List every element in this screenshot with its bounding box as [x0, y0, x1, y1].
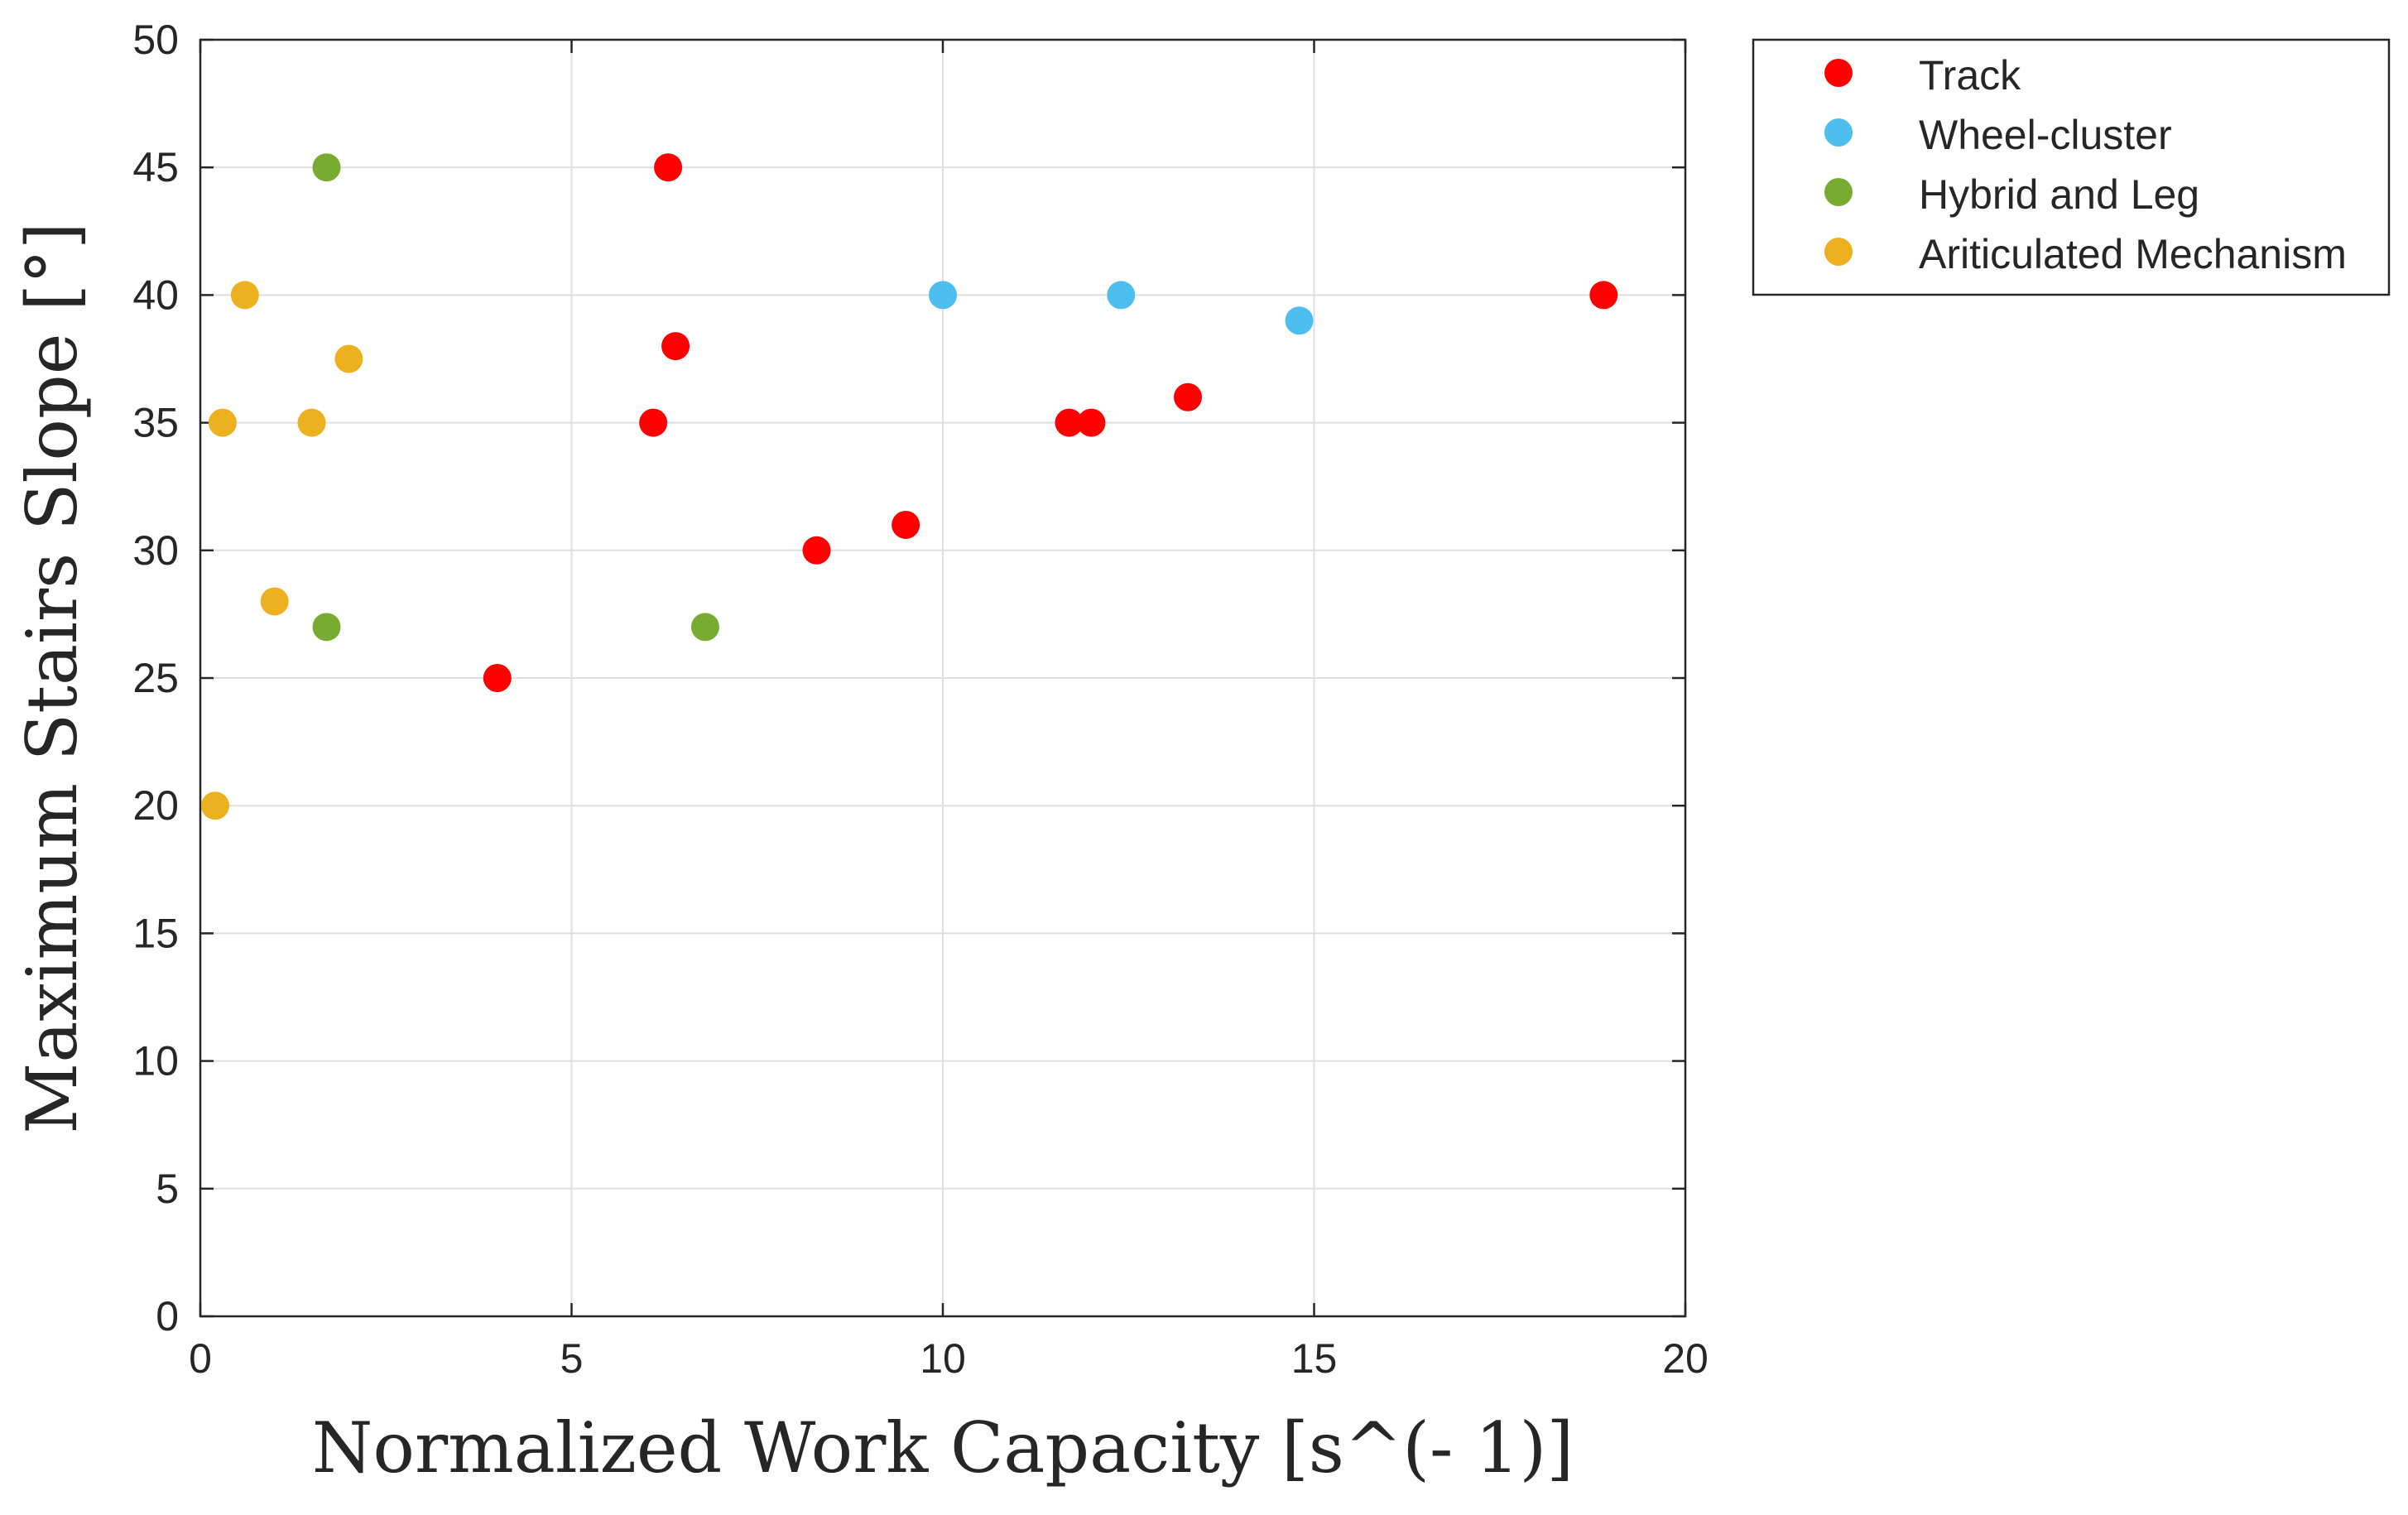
grid	[200, 40, 1685, 1316]
y-tick-label: 20	[132, 782, 179, 829]
legend-label: Hybrid and Leg	[1919, 171, 2199, 218]
data-point-track	[1174, 382, 1203, 411]
y-tick-label: 35	[132, 400, 179, 446]
data-point-ariticulated-mechanism	[200, 791, 229, 820]
legend-label: Track	[1919, 52, 2021, 99]
data-point-wheel-cluster	[929, 281, 957, 310]
y-tick-label: 25	[132, 655, 179, 701]
y-tick-label: 5	[156, 1166, 179, 1212]
legend-box	[1752, 38, 2391, 296]
ticks: 0 5 10 15 20 0 5 10 15 20 25 30 35 40 45 50	[132, 17, 1708, 1382]
y-tick-label: 30	[132, 527, 179, 574]
y-tick-label: 0	[156, 1293, 179, 1339]
data-point-ariticulated-mechanism	[260, 587, 289, 616]
data-point-hybrid-and-leg	[312, 153, 341, 182]
y-tick-label: 15	[132, 910, 179, 956]
data-point-track	[639, 408, 668, 437]
legend: Track Wheel-cluster Hybrid and Leg Ariticul…	[1752, 38, 2391, 296]
legend-marker	[1824, 59, 1853, 87]
x-tick-label: 20	[1662, 1335, 1709, 1382]
data-point-ariticulated-mechanism	[208, 408, 237, 437]
data-point-track	[892, 510, 920, 539]
x-tick-label: 10	[920, 1335, 966, 1382]
data-point-track	[1589, 281, 1618, 310]
y-tick-label: 10	[132, 1038, 179, 1085]
y-axis-title: Maximum Stairs Slope [°]	[12, 222, 93, 1133]
x-tick-label: 5	[560, 1335, 584, 1382]
data-point-ariticulated-mechanism	[297, 408, 326, 437]
x-tick-label: 15	[1291, 1335, 1338, 1382]
legend-label: Wheel-cluster	[1919, 112, 2172, 158]
data-point-track	[654, 153, 683, 182]
y-tick-label: 45	[132, 144, 179, 190]
data-point-track	[483, 664, 512, 692]
data-point-wheel-cluster	[1107, 281, 1136, 310]
data-point-hybrid-and-leg	[312, 613, 341, 642]
data-points	[200, 153, 1618, 820]
data-point-track	[1055, 408, 1084, 437]
data-point-track	[802, 536, 831, 565]
data-point-track	[661, 332, 690, 361]
y-tick-label: 50	[132, 17, 179, 63]
data-point-hybrid-and-leg	[690, 613, 719, 642]
data-point-track	[1077, 408, 1106, 437]
data-point-ariticulated-mechanism	[334, 344, 363, 373]
legend-label: Ariticulated Mechanism	[1919, 231, 2347, 277]
data-point-wheel-cluster	[1285, 306, 1314, 335]
y-tick-label: 40	[132, 272, 179, 318]
legend-marker	[1824, 178, 1853, 206]
legend-marker	[1824, 118, 1853, 147]
data-point-ariticulated-mechanism	[230, 281, 259, 310]
x-tick-label: 0	[189, 1335, 212, 1382]
x-axis-title: Normalized Work Capacity [s^(- 1)]	[312, 1407, 1574, 1489]
legend-marker	[1824, 238, 1853, 266]
